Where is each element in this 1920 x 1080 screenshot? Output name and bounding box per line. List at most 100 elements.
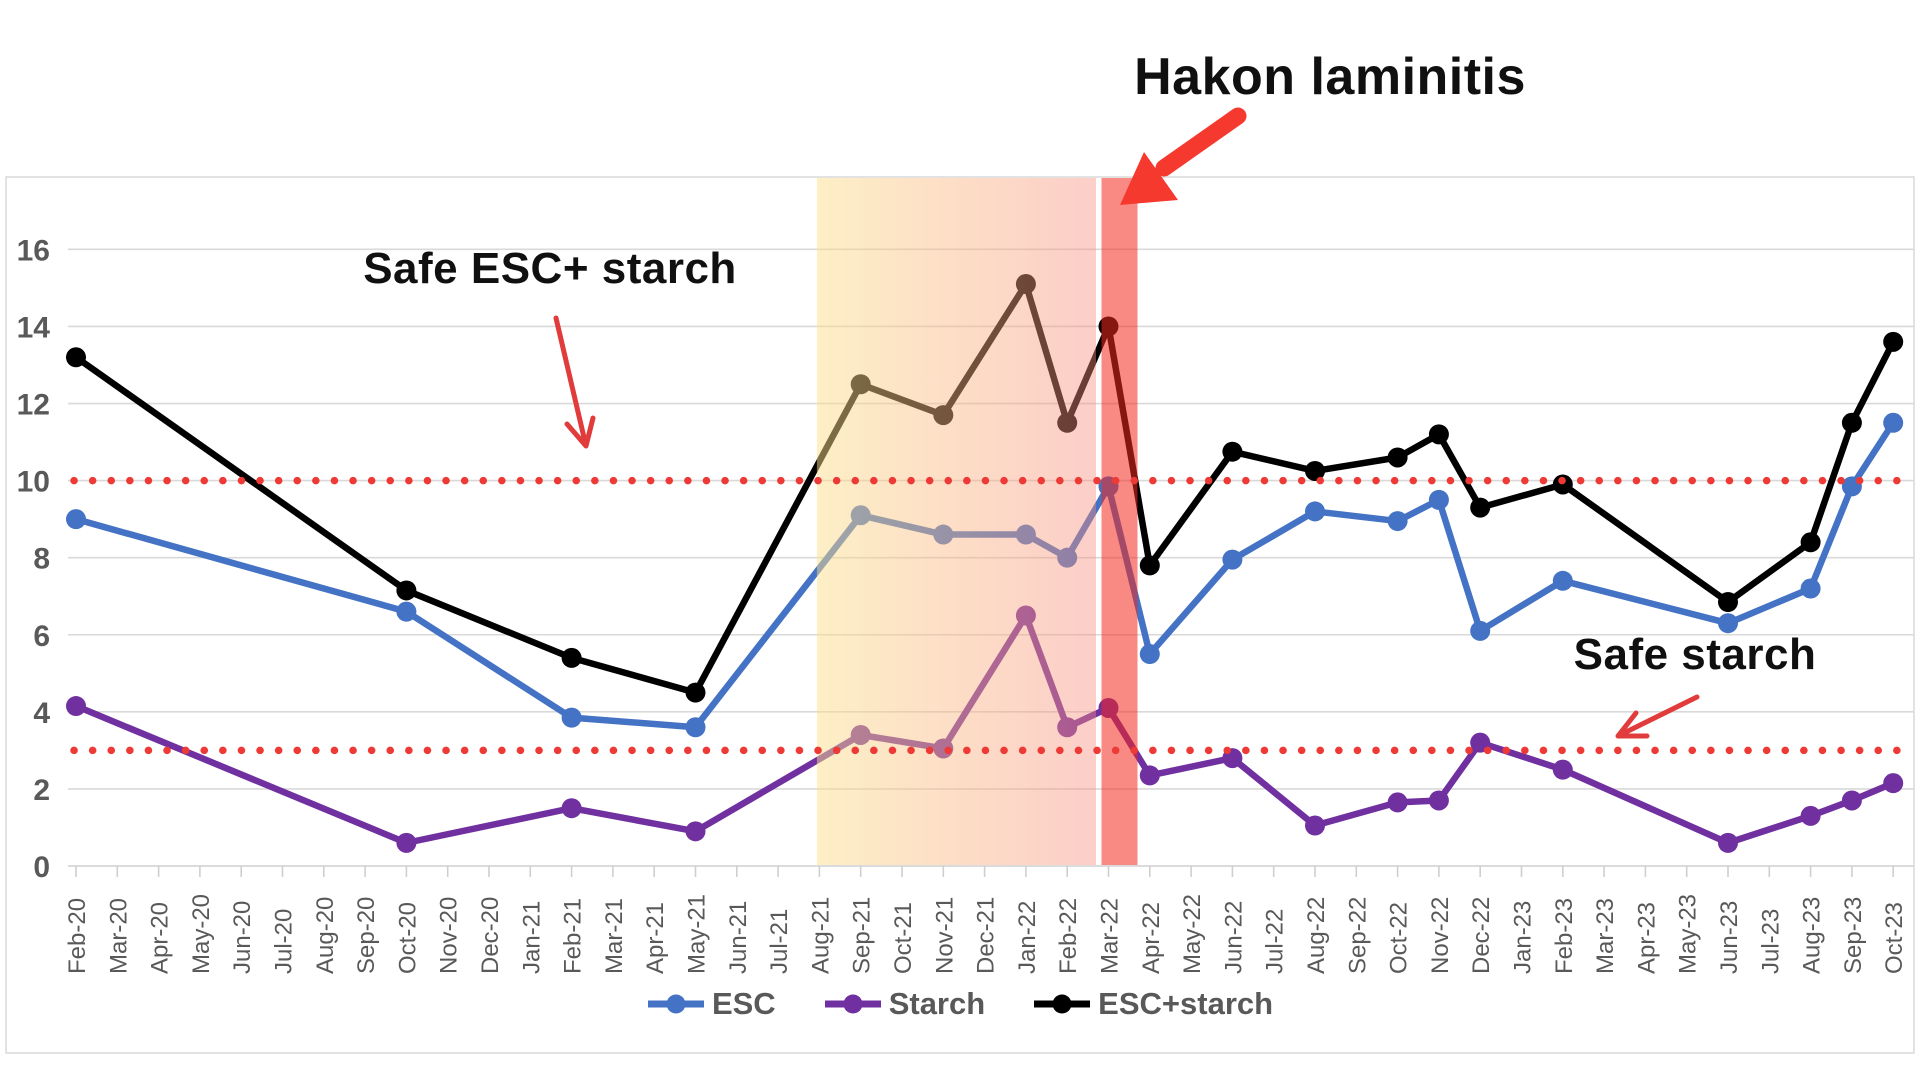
legend-label-esc: ESC: [711, 986, 776, 1021]
data-point-ESC+starch-Nov-22: [1428, 424, 1449, 445]
data-point-ESC+starch-Apr-22: [1139, 555, 1160, 576]
chart-legend: ESC Starch ESC+starch: [0, 986, 1920, 1022]
svg-text:Nov-20: Nov-20: [436, 897, 463, 974]
svg-text:0: 0: [33, 851, 50, 884]
hakon-laminitis-arrow: [1120, 107, 1247, 205]
svg-text:Nov-21: Nov-21: [931, 897, 958, 974]
svg-text:Feb-21: Feb-21: [560, 898, 587, 974]
svg-text:Mar-23: Mar-23: [1592, 898, 1619, 974]
data-point-ESC-Feb-20: [66, 509, 86, 530]
data-point-Starch-Sep-23: [1841, 790, 1862, 811]
svg-text:Jul-23: Jul-23: [1757, 909, 1784, 974]
data-point-ESC+starch-Oct-20: [396, 580, 417, 601]
data-point-Starch-Feb-21: [561, 798, 582, 819]
legend-item-starch: Starch: [824, 986, 985, 1022]
highlight-region: [816, 178, 1096, 865]
data-point-ESC+starch-Feb-20: [66, 347, 86, 368]
svg-text:Jun-20: Jun-20: [229, 901, 256, 974]
svg-text:Nov-22: Nov-22: [1427, 897, 1454, 974]
svg-text:Feb-23: Feb-23: [1551, 898, 1578, 974]
data-point-Starch-Nov-22: [1428, 790, 1449, 811]
svg-text:Jan-21: Jan-21: [518, 901, 545, 974]
data-point-ESC-Nov-22: [1428, 489, 1449, 510]
svg-text:Apr-21: Apr-21: [642, 902, 669, 974]
data-point-ESC-Dec-22: [1470, 620, 1491, 641]
data-point-ESC+starch-Jun-23: [1718, 592, 1738, 613]
data-point-ESC+starch-Aug-22: [1305, 460, 1325, 481]
data-point-ESC+starch-Sep-23: [1841, 412, 1862, 433]
data-point-Starch-May-21: [685, 821, 706, 842]
data-point-ESC-May-21: [685, 717, 706, 738]
svg-text:Jun-21: Jun-21: [725, 901, 752, 974]
legend-label-starch: Starch: [888, 986, 986, 1021]
svg-text:12: 12: [17, 389, 50, 422]
data-point-Starch-Oct-23: [1883, 773, 1904, 794]
svg-text:2: 2: [33, 774, 50, 807]
data-point-ESC-Aug-22: [1305, 501, 1325, 522]
svg-text:Aug-23: Aug-23: [1799, 897, 1826, 974]
svg-text:6: 6: [33, 620, 50, 653]
legend-label-esc-starch: ESC+starch: [1098, 986, 1274, 1021]
data-point-ESC-Aug-23: [1800, 578, 1821, 599]
data-point-Starch-Apr-22: [1139, 765, 1160, 786]
y-axis-labels: 0 2 4 6 8 10 12 14 16: [17, 234, 51, 884]
svg-text:8: 8: [33, 543, 50, 576]
data-point-ESC-Feb-21: [561, 707, 582, 728]
svg-text:Dec-21: Dec-21: [973, 897, 1000, 974]
series-line-ESC+starch: [74, 280, 1897, 696]
data-point-ESC+starch-Oct-23: [1883, 331, 1904, 352]
data-point-Starch-Aug-23: [1800, 805, 1821, 826]
svg-text:Mar-20: Mar-20: [105, 898, 132, 974]
svg-text:May-20: May-20: [188, 894, 215, 974]
data-point-ESC-Jun-22: [1222, 549, 1243, 570]
legend-item-esc-starch: ESC+starch: [1033, 986, 1273, 1022]
series-line-ESC: [75, 421, 1896, 731]
data-point-ESC-Oct-22: [1387, 511, 1408, 532]
data-point-ESC+starch-May-21: [685, 682, 706, 703]
svg-text:Sep-21: Sep-21: [849, 897, 876, 974]
svg-text:Jan-22: Jan-22: [1014, 901, 1041, 974]
svg-text:Oct-21: Oct-21: [890, 902, 917, 974]
svg-text:Feb-22: Feb-22: [1055, 898, 1082, 974]
hakon-laminitis-label: Hakon laminitis: [1134, 48, 1526, 106]
svg-text:Jan-23: Jan-23: [1510, 901, 1537, 974]
svg-text:Apr-22: Apr-22: [1138, 902, 1165, 974]
data-point-Starch-Oct-22: [1387, 792, 1408, 813]
svg-text:Aug-20: Aug-20: [312, 897, 339, 974]
laminitis-event-band: [1101, 178, 1138, 865]
data-point-Starch-Feb-23: [1552, 759, 1573, 780]
svg-text:Aug-22: Aug-22: [1303, 897, 1330, 974]
svg-text:Jul-20: Jul-20: [271, 909, 298, 974]
svg-text:Jun-22: Jun-22: [1220, 901, 1247, 974]
data-point-ESC+starch-Jun-22: [1222, 441, 1243, 462]
safe-starch-label: Safe starch: [1573, 630, 1817, 679]
svg-text:Sep-20: Sep-20: [353, 897, 380, 974]
data-point-Starch-Feb-20: [66, 696, 86, 717]
data-point-ESC-Feb-23: [1552, 570, 1573, 591]
svg-text:10: 10: [17, 466, 50, 499]
svg-text:Jul-21: Jul-21: [766, 909, 793, 974]
svg-text:Sep-22: Sep-22: [1344, 897, 1371, 974]
svg-text:Oct-20: Oct-20: [394, 902, 421, 974]
svg-text:Oct-22: Oct-22: [1386, 902, 1413, 974]
svg-text:Jul-22: Jul-22: [1262, 909, 1289, 974]
data-point-ESC-Jun-23: [1718, 613, 1738, 634]
svg-text:Oct-23: Oct-23: [1881, 902, 1908, 974]
svg-text:16: 16: [17, 234, 50, 267]
svg-text:Apr-20: Apr-20: [147, 902, 174, 974]
data-point-Starch-Oct-20: [396, 832, 417, 853]
legend-item-esc: ESC: [647, 986, 776, 1022]
data-point-ESC-Oct-23: [1883, 412, 1904, 433]
svg-text:Sep-23: Sep-23: [1840, 897, 1867, 974]
legend-marker-starch-icon: [824, 994, 881, 1014]
svg-text:Mar-21: Mar-21: [601, 898, 628, 974]
data-point-ESC-Apr-22: [1139, 644, 1160, 665]
svg-text:May-21: May-21: [684, 894, 711, 974]
data-point-ESC+starch-Feb-21: [561, 647, 582, 668]
series-line-Starch: [74, 612, 1895, 847]
svg-text:May-23: May-23: [1675, 894, 1702, 974]
safe-starch-arrow: [1615, 694, 1700, 739]
safe-esc-starch-label: Safe ESC+ starch: [363, 244, 737, 293]
svg-text:14: 14: [17, 311, 51, 344]
